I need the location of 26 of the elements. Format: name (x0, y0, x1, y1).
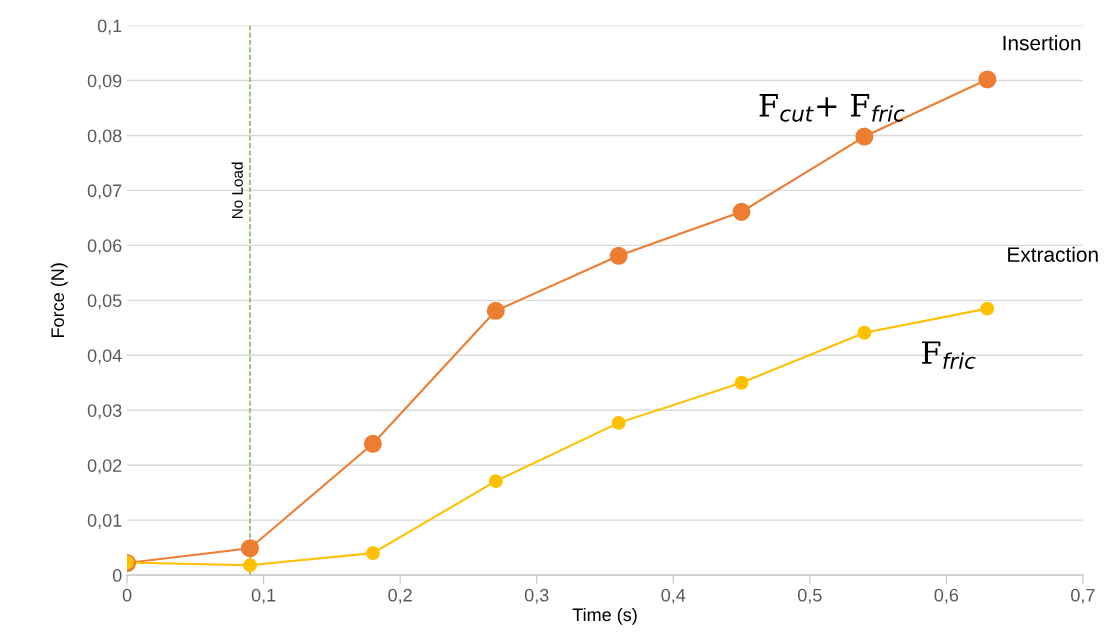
x-tick-label: 0,2 (388, 588, 412, 604)
x-tick-label: 0,4 (661, 588, 686, 604)
x-tick-label: 0,1 (251, 588, 276, 604)
y-tick-label: 0,08 (87, 129, 122, 145)
y-tick-label: 0,05 (87, 294, 122, 310)
y-tick-label: 0,04 (87, 349, 122, 365)
x-tick-label: 0,7 (1071, 588, 1095, 604)
y-tick-label: 0,06 (87, 239, 122, 255)
y-tick-label: 0,07 (87, 184, 122, 200)
y-tick-label: 0,1 (97, 19, 122, 35)
ref-line-label: No Load (231, 162, 243, 219)
x-tick-label: 0,5 (797, 588, 822, 604)
y-tick-label: 0,01 (87, 514, 122, 529)
y-tick-label: 0 (112, 569, 122, 582)
annotation: F$_{fric}$ (922, 341, 976, 369)
annotation: F$_{cut}$+ F$_{fric}$ (759, 94, 905, 122)
annotation: Insertion (1003, 35, 1081, 51)
x-tick-label: 0 (122, 588, 132, 602)
x-tick-label: 0,6 (934, 588, 959, 604)
annotation: Extraction (1008, 246, 1098, 262)
y-tick-label: 0,09 (87, 74, 122, 90)
y-tick-label: 0,02 (87, 459, 122, 475)
y-tick-label: 0,03 (87, 404, 122, 420)
y-axis-title: Force (N) (50, 263, 68, 337)
x-tick-label: 0,3 (524, 588, 549, 604)
x-axis-title: Time (s) (572, 607, 637, 625)
